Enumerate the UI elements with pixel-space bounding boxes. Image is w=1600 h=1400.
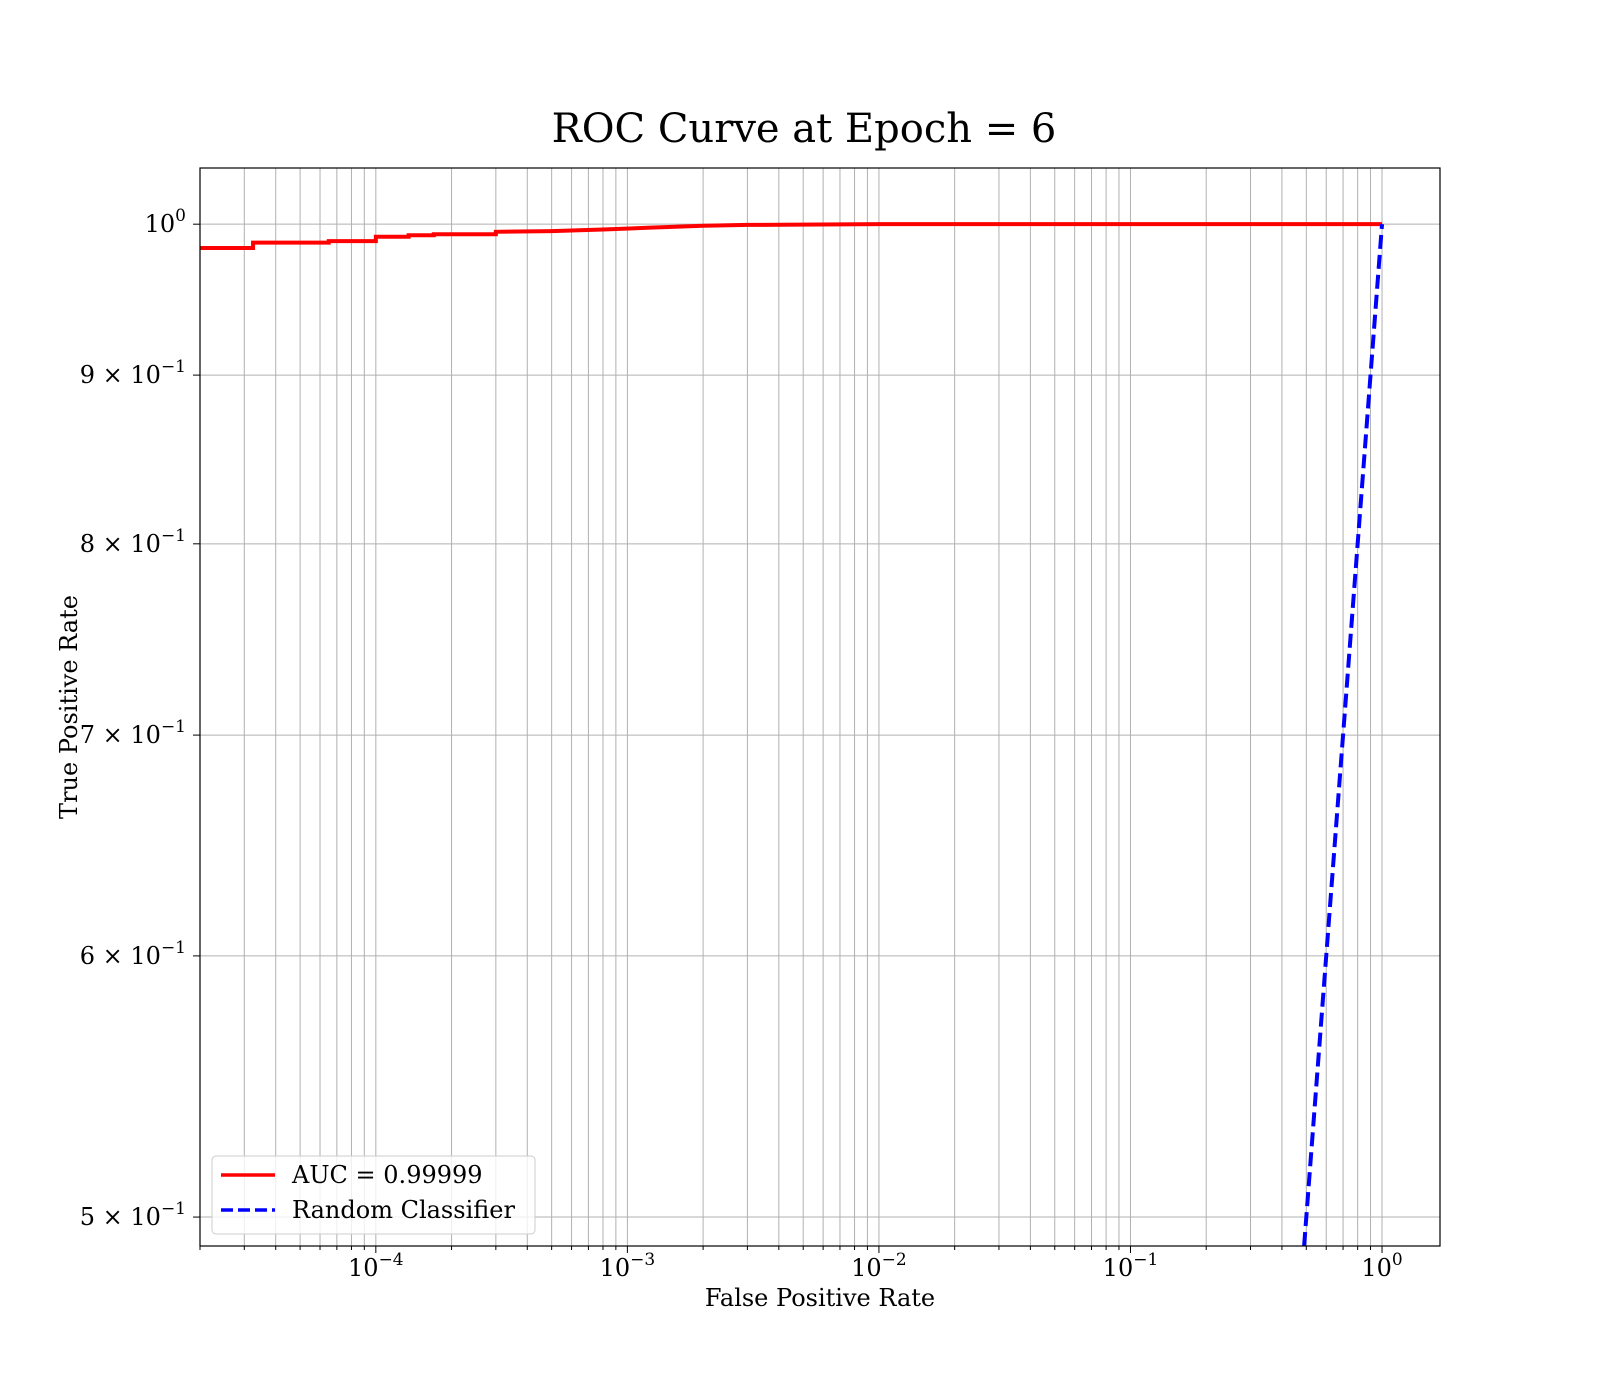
legend: AUC = 0.99999 Random Classifier [211, 1155, 536, 1235]
y-tick-label: 5 × 10−1 [80, 1199, 186, 1231]
y-axis-label: True Positive Rate [55, 595, 83, 819]
plot-frame [199, 167, 1441, 1247]
roc-curve-line [200, 222, 1383, 251]
series-layer [200, 222, 1385, 1246]
legend-box [211, 1155, 536, 1235]
random-classifier-line [1302, 224, 1385, 1246]
x-tick-label: 10−4 [348, 1250, 404, 1282]
x-tick-label: 10−1 [1103, 1250, 1159, 1282]
legend-label-auc: AUC = 0.99999 [291, 1161, 483, 1189]
grid [199, 168, 1440, 1246]
legend-label-random: Random Classifier [292, 1196, 515, 1224]
x-tick-label: 10−3 [600, 1250, 656, 1282]
tick-marks [193, 223, 1383, 1253]
y-tick-label: 8 × 10−1 [80, 526, 186, 558]
x-axis-label: False Positive Rate [705, 1284, 935, 1312]
y-tick-label: 100 [145, 206, 186, 238]
y-tick-label: 9 × 10−1 [80, 357, 186, 389]
y-tick-label: 7 × 10−1 [80, 717, 186, 749]
x-tick-label: 100 [1361, 1250, 1402, 1282]
tick-labels: 10−4 10−3 10−2 10−1 100 5 × 10−1 6 × 10−1 7 × 1… [80, 206, 1403, 1282]
y-tick-label: 6 × 10−1 [80, 938, 186, 970]
chart-title: ROC Curve at Epoch = 6 [552, 106, 1057, 152]
x-tick-label: 10−2 [851, 1250, 907, 1282]
